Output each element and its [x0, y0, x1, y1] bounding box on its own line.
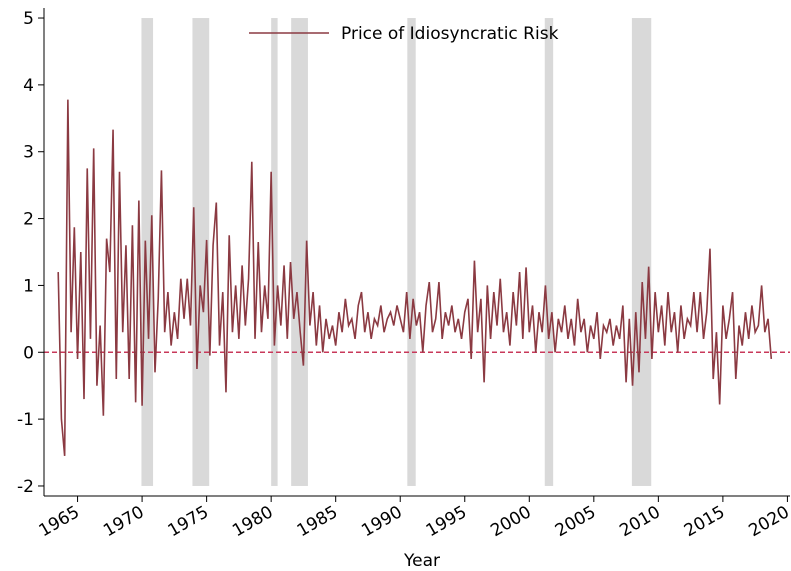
x-tick-label: 1995	[423, 502, 470, 541]
x-axis-label: Year	[403, 551, 440, 571]
y-tick-label: 0	[23, 343, 34, 363]
x-tick-label: 2015	[681, 502, 728, 541]
x-tick-label: 2010	[616, 502, 663, 541]
data-line	[57, 99, 773, 456]
y-tick-label: -1	[17, 410, 34, 430]
x-tick-label: 1985	[294, 502, 341, 541]
recession-band	[291, 18, 308, 486]
recession-band	[271, 18, 278, 486]
x-tick-label: 2020	[745, 502, 791, 541]
recession-band	[631, 18, 652, 486]
x-tick-label: 2000	[487, 502, 534, 541]
x-tick-label: 1970	[100, 502, 147, 541]
x-tick-label: 1975	[165, 502, 212, 541]
y-tick-label: 2	[23, 210, 34, 230]
x-tick-label: 1965	[36, 502, 83, 541]
recession-band	[141, 18, 154, 486]
legend-label: Price of Idiosyncratic Risk	[341, 24, 559, 44]
x-tick-label: 1990	[358, 502, 405, 541]
y-tick-label: -2	[17, 477, 34, 497]
y-tick-label: 5	[23, 9, 34, 29]
recession-band	[544, 18, 554, 486]
x-tick-label: 1980	[229, 502, 276, 541]
y-tick-label: 4	[23, 76, 34, 96]
recession-band	[407, 18, 416, 486]
y-tick-label: 3	[23, 143, 34, 163]
x-tick-label: 2005	[552, 502, 599, 541]
y-tick-label: 1	[23, 276, 34, 296]
